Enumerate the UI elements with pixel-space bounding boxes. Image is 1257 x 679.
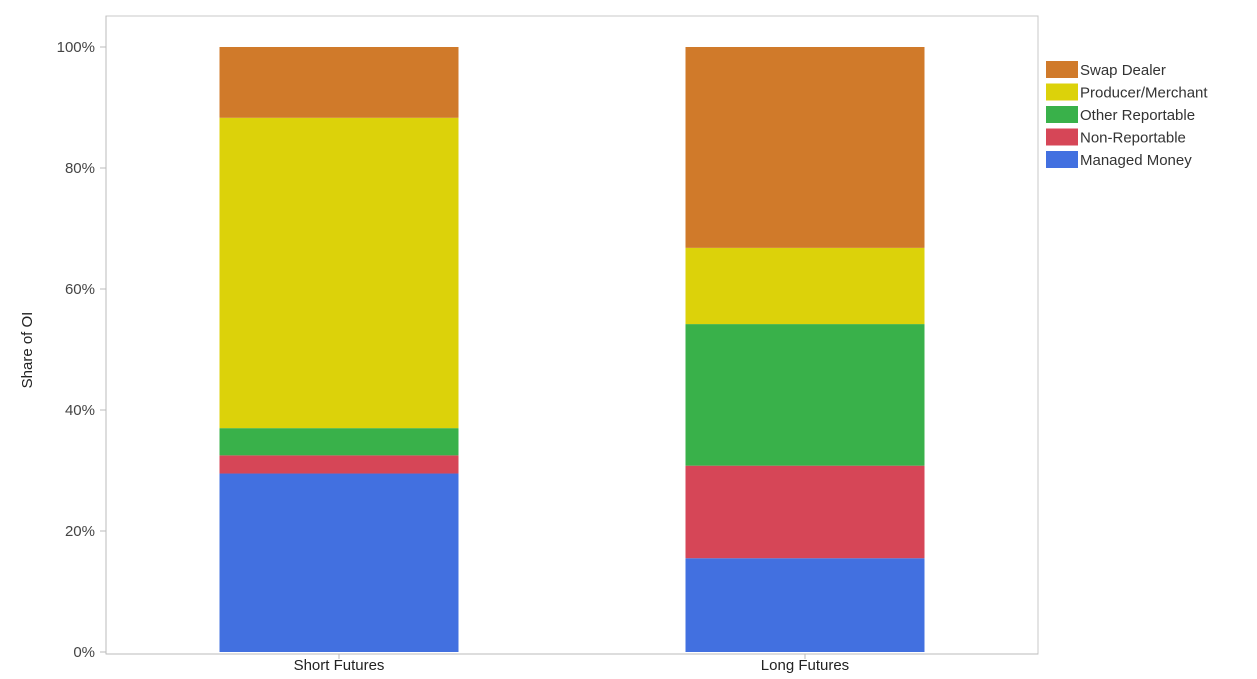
legend-swatch (1046, 128, 1078, 146)
bar-segment (685, 324, 925, 466)
bar-segment (219, 117, 459, 429)
legend-label: Other Reportable (1080, 107, 1195, 124)
bar-segment (685, 47, 925, 248)
y-axis-title: Share of OI (19, 312, 36, 389)
legend: Swap Dealer Producer/Merchant Other Report… (1046, 61, 1208, 169)
bar-segment (685, 465, 925, 559)
x-category-label: Short Futures (294, 657, 385, 674)
y-tick-label: 40% (65, 402, 95, 419)
legend-swatch (1046, 151, 1078, 168)
legend-swatch (1046, 61, 1078, 78)
legend-label: Swap Dealer (1080, 62, 1166, 79)
bar-segment (219, 428, 459, 456)
x-axis: Short Futures Long Futures (106, 653, 1038, 674)
x-category-label: Long Futures (761, 657, 849, 674)
y-tick-label: 100% (57, 39, 95, 56)
legend-label: Managed Money (1080, 152, 1192, 169)
legend-label: Non-Reportable (1080, 130, 1186, 147)
bar-segment (219, 473, 459, 652)
y-tick-label: 20% (65, 523, 95, 540)
bar-segment (219, 455, 459, 474)
y-tick-label: 80% (65, 160, 95, 177)
y-tick-label: 0% (73, 644, 95, 661)
bar-segment (685, 558, 925, 652)
y-axis: 0% 20% 40% 60% 80% 100% (57, 16, 107, 661)
bar-segment (685, 247, 925, 325)
bars-layer (219, 47, 925, 652)
legend-label: Producer/Merchant (1080, 85, 1208, 102)
legend-swatch (1046, 83, 1078, 101)
y-tick-label: 60% (65, 281, 95, 298)
legend-swatch (1046, 106, 1078, 123)
bar-segment (219, 47, 459, 118)
